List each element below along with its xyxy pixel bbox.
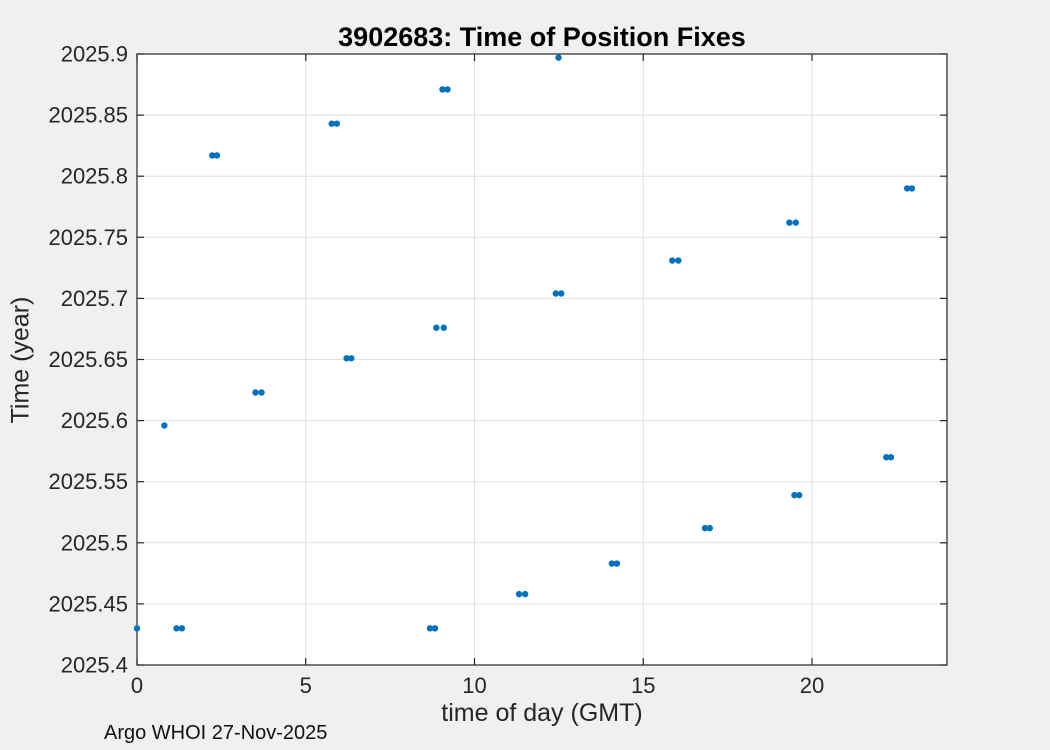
data-point xyxy=(613,560,621,567)
data-point xyxy=(791,491,798,499)
data-point xyxy=(343,355,350,362)
data-point xyxy=(333,120,340,127)
x-axis-label: time of day (GMT) xyxy=(441,699,643,727)
data-point xyxy=(701,524,709,532)
data-point xyxy=(213,152,221,159)
x-tick-label: 10 xyxy=(462,673,486,698)
attribution-text: Argo WHOI 27-Nov-2025 xyxy=(104,722,328,744)
chart-title: 3902683: Time of Position Fixes xyxy=(338,22,746,52)
data-point xyxy=(521,590,529,598)
data-point xyxy=(444,86,451,93)
y-tick-label: 2025.5 xyxy=(61,530,128,555)
y-tick-label: 2025.8 xyxy=(61,164,128,189)
x-tick-label: 15 xyxy=(631,673,655,698)
y-tick-label: 2025.7 xyxy=(61,286,128,311)
data-point xyxy=(795,491,803,499)
data-point xyxy=(209,152,216,159)
data-point xyxy=(883,454,890,461)
data-point xyxy=(669,257,676,264)
data-point xyxy=(558,290,565,297)
data-point xyxy=(178,625,186,632)
y-tick-label: 2025.4 xyxy=(61,653,128,678)
data-point xyxy=(328,120,335,127)
x-tick-label: 0 xyxy=(131,673,143,698)
data-point xyxy=(258,389,265,396)
y-tick-label: 2025.55 xyxy=(48,469,128,494)
data-point xyxy=(792,219,799,226)
y-tick-label: 2025.65 xyxy=(48,347,128,372)
data-point xyxy=(173,625,180,632)
data-point xyxy=(608,560,616,567)
y-tick-label: 2025.6 xyxy=(61,408,128,433)
data-point xyxy=(908,185,916,192)
data-point xyxy=(786,219,793,226)
axes-box xyxy=(136,53,948,666)
data-point xyxy=(439,86,446,93)
y-axis-label: Time (year) xyxy=(6,296,35,424)
data-point xyxy=(552,290,560,297)
data-point xyxy=(161,422,168,429)
data-point xyxy=(426,625,434,632)
data-point xyxy=(903,185,911,192)
x-tick-label: 5 xyxy=(300,673,312,698)
data-point xyxy=(706,524,713,532)
y-tick-label: 2025.75 xyxy=(48,225,128,250)
data-point xyxy=(431,625,439,632)
y-tick-label: 2025.45 xyxy=(48,591,128,616)
data-point xyxy=(133,625,141,632)
x-tick-label: 20 xyxy=(800,673,824,698)
data-point xyxy=(252,389,259,396)
data-point xyxy=(515,590,523,598)
data-point xyxy=(887,454,895,461)
y-tick-label: 2025.85 xyxy=(48,103,128,128)
y-tick-label: 2025.9 xyxy=(61,42,128,67)
data-point xyxy=(675,257,682,264)
data-point xyxy=(348,355,355,362)
data-point xyxy=(440,324,447,331)
data-point xyxy=(433,324,440,331)
data-point xyxy=(555,54,562,61)
